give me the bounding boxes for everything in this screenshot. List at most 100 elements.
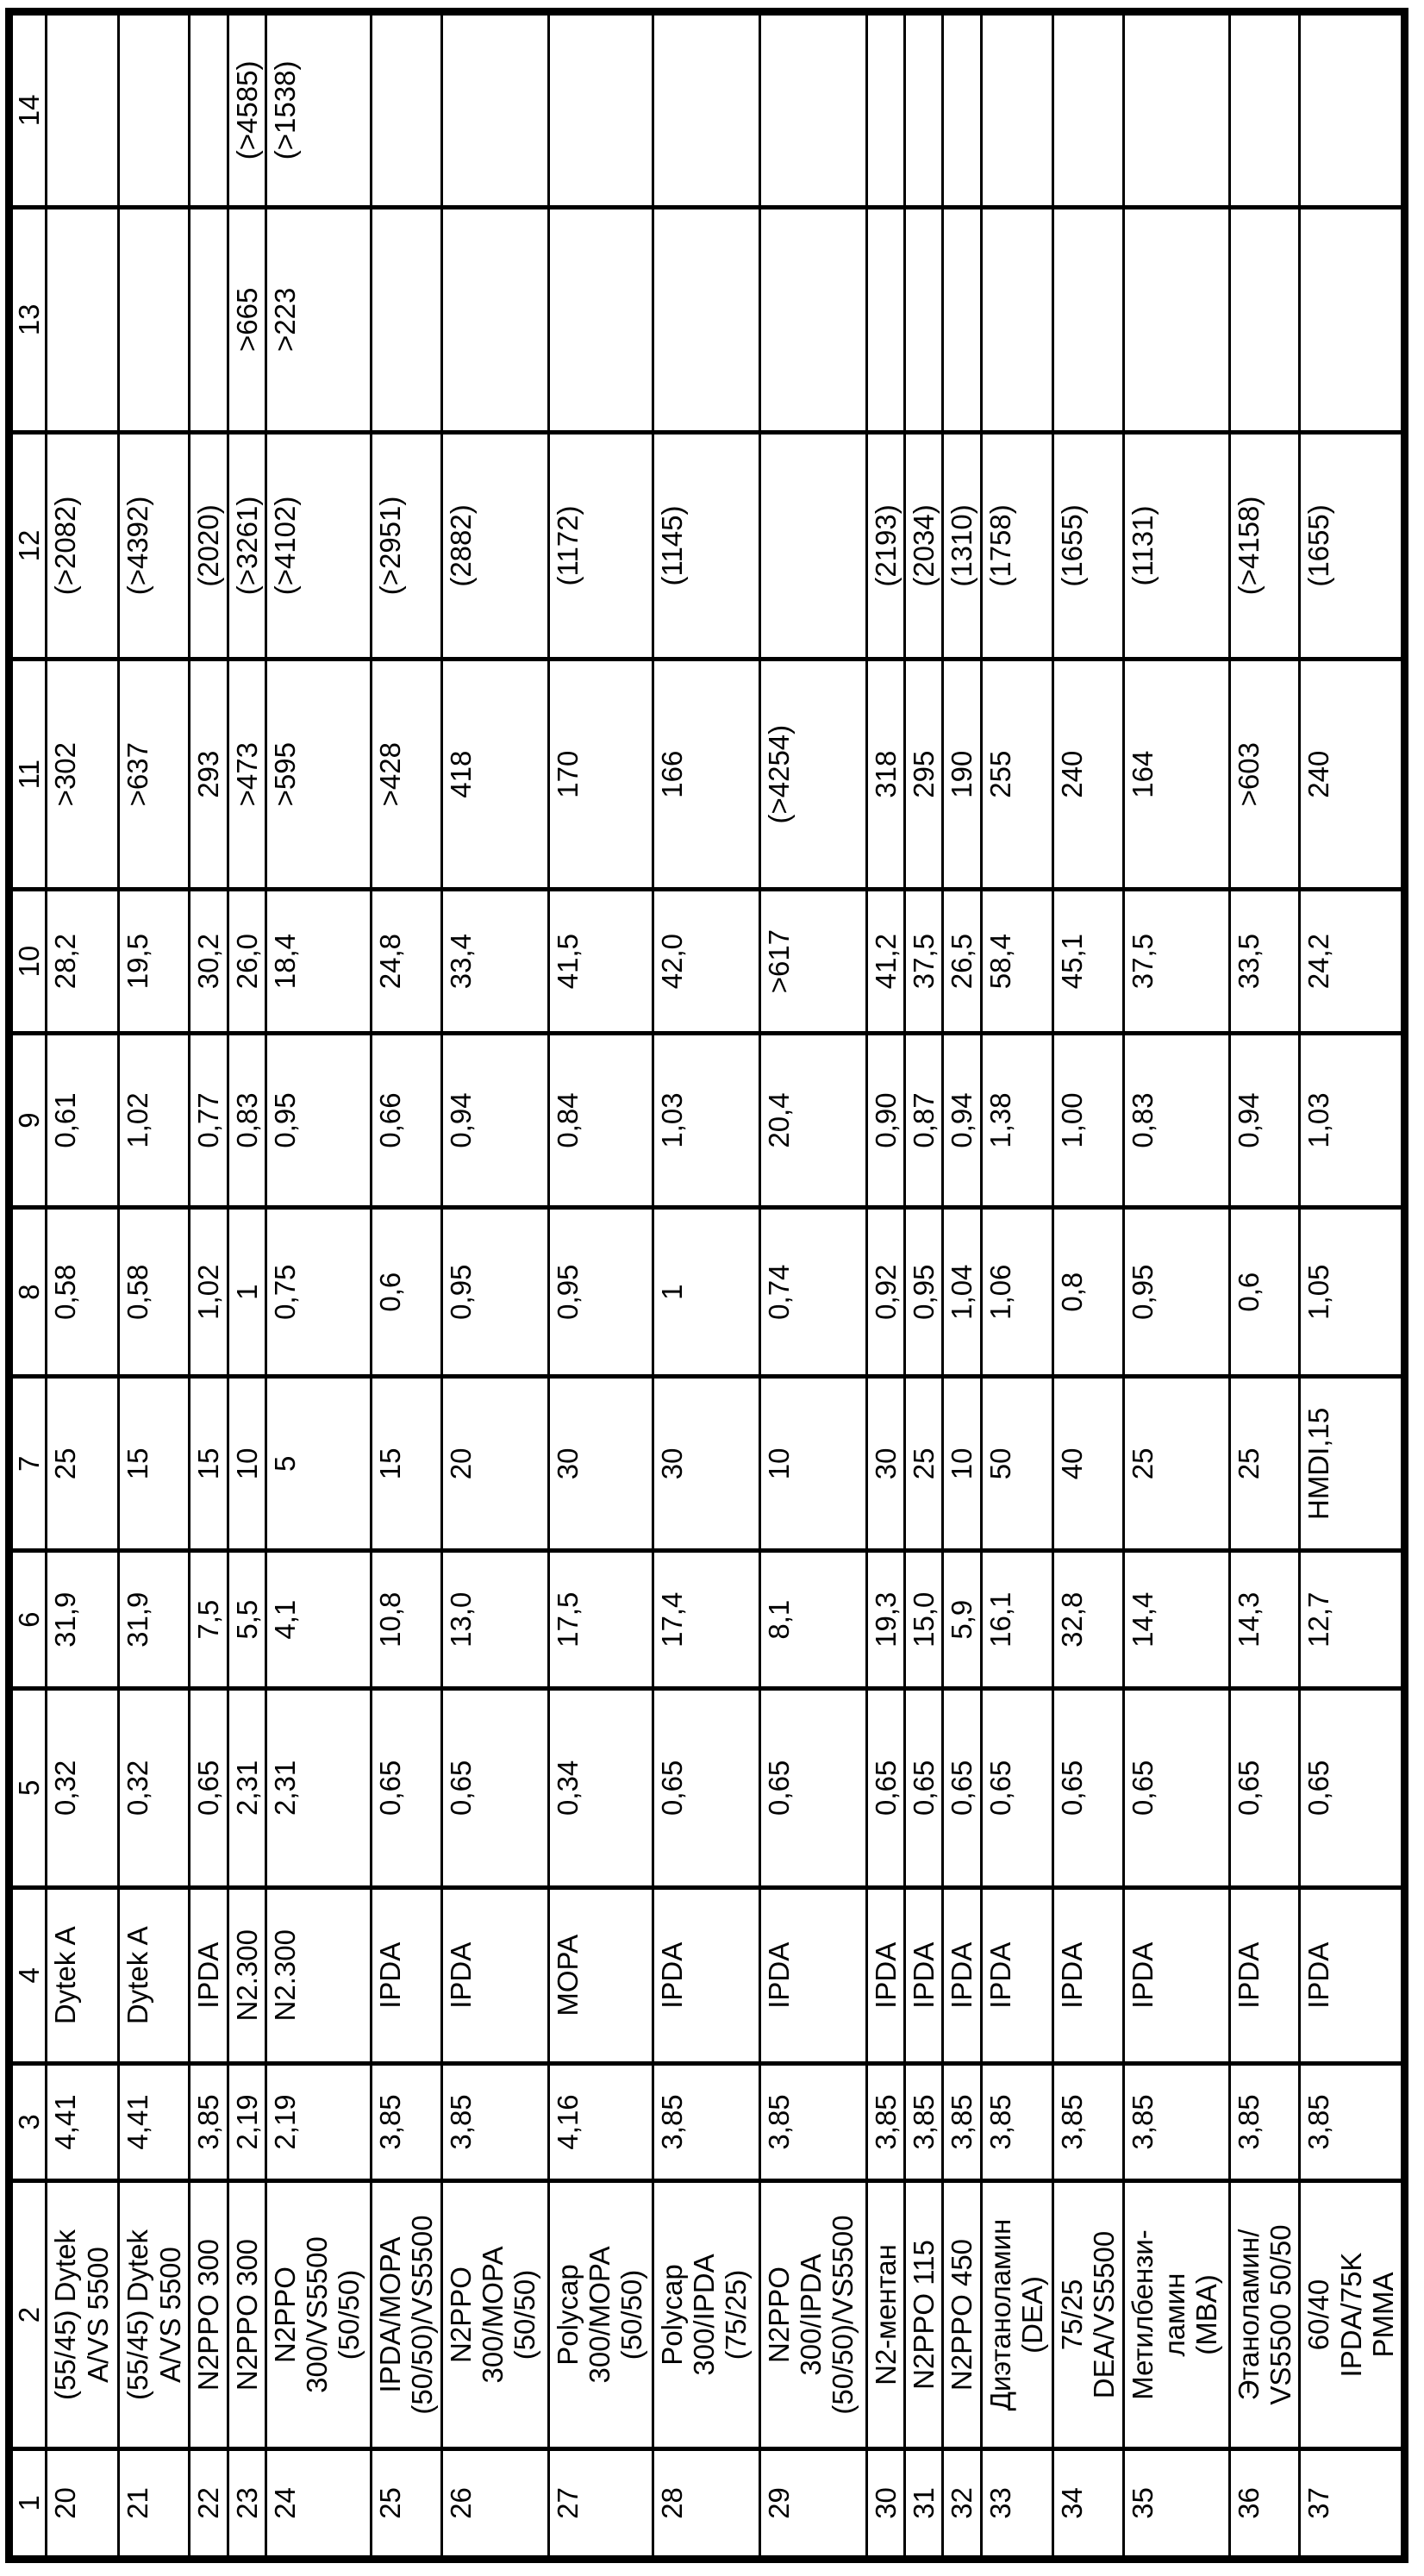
cell-row26-col13 — [441, 207, 549, 433]
cell-row30-col6: 19,3 — [866, 1550, 905, 1689]
table-body: 20 (55/45) Dytek A/VS 5500 4,41 Dytek A 0,32… — [46, 11, 1405, 2560]
cell-row36-col14 — [1229, 11, 1300, 208]
cell-row35-col4: IPDA — [1123, 1887, 1230, 2064]
cell-row23-col14: (>4585) — [228, 11, 266, 208]
cell-row23-col8: 1 — [228, 1207, 266, 1377]
table-row-32: 32 N2PPO 450 3,85 IPDA 0,65 5,9 10 1,04 0,94 26,5… — [942, 11, 982, 2560]
cell-row21-col12: (>4392) — [118, 432, 190, 660]
cell-row30-col14 — [866, 11, 905, 208]
cell-row28-col10: 42,0 — [653, 889, 760, 1034]
table-row-21: 21 (55/45) Dytek A/VS 5500 4,41 Dytek A 0,32… — [118, 11, 190, 2560]
cell-row35-col13 — [1123, 207, 1230, 433]
cell-row24-col8: 0,75 — [265, 1207, 372, 1377]
cell-row27-col4: MOPA — [548, 1887, 653, 2064]
cell-row24-col4: N2.300 — [265, 1887, 372, 2064]
cell-row20-col4: Dytek A — [46, 1887, 119, 2064]
column-header-8: 8 — [9, 1207, 47, 1377]
cell-row36-col10: 33,5 — [1229, 889, 1300, 1034]
cell-row20-col12: (>2082) — [46, 432, 119, 660]
column-header-row: 1 2 3 4 5 6 7 8 9 10 11 12 13 14 — [9, 11, 47, 2560]
cell-row34-col6: 32,8 — [1052, 1550, 1124, 1689]
cell-row33-col8: 1,06 — [981, 1207, 1053, 1377]
cell-row28-col8: 1 — [653, 1207, 760, 1377]
table-row-29: 29 N2PPO 300/IPDA (50/50)/VS5500 3,85 IPDA 0… — [759, 11, 867, 2560]
cell-row36-col9: 0,94 — [1229, 1033, 1300, 1208]
cell-row28-col6: 17,4 — [653, 1550, 760, 1689]
cell-row33-col7: 50 — [981, 1376, 1053, 1551]
cell-row20-col14 — [46, 11, 119, 208]
table-row-28: 28 Polycap 300/IPDA (75/25) 3,85 IPDA 0,65 17… — [653, 11, 760, 2560]
column-header-12: 12 — [9, 432, 47, 660]
cell-row22-col1: 22 — [189, 2448, 228, 2560]
cell-row26-col2: N2PPO 300/MOPA (50/50) — [441, 2180, 549, 2449]
cell-row30-col4: IPDA — [866, 1887, 905, 2064]
table-row-34: 34 75/25 DEA/VS5500 3,85 IPDA 0,65 32,8 40 0,8 1… — [1052, 11, 1124, 2560]
cell-row25-col9: 0,66 — [371, 1033, 442, 1208]
cell-row23-col5: 2,31 — [228, 1688, 266, 1888]
cell-row29-col6: 8,1 — [759, 1550, 867, 1689]
column-header-7: 7 — [9, 1376, 47, 1551]
cell-row30-col8: 0,92 — [866, 1207, 905, 1377]
table-row-27: 27 Polycap 300/MOPA (50/50) 4,16 MOPA 0,34 17… — [548, 11, 653, 2560]
cell-row35-col9: 0,83 — [1123, 1033, 1230, 1208]
cell-row20-col10: 28,2 — [46, 889, 119, 1034]
cell-row34-col8: 0,8 — [1052, 1207, 1124, 1377]
column-header-4: 4 — [9, 1887, 47, 2064]
cell-row24-col9: 0,95 — [265, 1033, 372, 1208]
cell-row29-col5: 0,65 — [759, 1688, 867, 1888]
cell-row34-col4: IPDA — [1052, 1887, 1124, 2064]
table-row-26: 26 N2PPO 300/MOPA (50/50) 3,85 IPDA 0,65 13,0… — [441, 11, 549, 2560]
cell-row29-col1: 29 — [759, 2448, 867, 2560]
results-table: 1 2 3 4 5 6 7 8 9 10 11 12 13 14 20 (55/45) Dytek A/VS… — [5, 8, 1409, 2563]
cell-row22-col7: 15 — [189, 1376, 228, 1551]
cell-row28-col7: 30 — [653, 1376, 760, 1551]
cell-row25-col6: 10,8 — [371, 1550, 442, 1689]
cell-row36-col2: Этаноламин/ VS5500 50/50 — [1229, 2180, 1300, 2449]
cell-row25-col4: IPDA — [371, 1887, 442, 2064]
cell-row21-col2: (55/45) Dytek A/VS 5500 — [118, 2180, 190, 2449]
cell-row26-col11: 418 — [441, 659, 549, 890]
cell-row26-col14 — [441, 11, 549, 208]
cell-row21-col11: >637 — [118, 659, 190, 890]
cell-row35-col1: 35 — [1123, 2448, 1230, 2560]
cell-row35-col2: Метилбензи- ламин (MBA) — [1123, 2180, 1230, 2449]
cell-row35-col10: 37,5 — [1123, 889, 1230, 1034]
cell-row20-col13 — [46, 207, 119, 433]
cell-row23-col3: 2,19 — [228, 2063, 266, 2181]
cell-row31-col9: 0,87 — [904, 1033, 943, 1208]
cell-row21-col6: 31,9 — [118, 1550, 190, 1689]
cell-row26-col1: 26 — [441, 2448, 549, 2560]
cell-row35-col14 — [1123, 11, 1230, 208]
cell-row27-col14 — [548, 11, 653, 208]
cell-row20-col3: 4,41 — [46, 2063, 119, 2181]
cell-row29-col13 — [759, 207, 867, 433]
cell-row30-col10: 41,2 — [866, 889, 905, 1034]
cell-row31-col4: IPDA — [904, 1887, 943, 2064]
cell-row35-col12: (1131) — [1123, 432, 1230, 660]
cell-row33-col3: 3,85 — [981, 2063, 1053, 2181]
cell-row37-col9: 1,03 — [1299, 1033, 1405, 1208]
cell-row36-col11: >603 — [1229, 659, 1300, 890]
cell-row23-col2: N2PPO 300 — [228, 2180, 266, 2449]
cell-row37-col12: (1655) — [1299, 432, 1405, 660]
cell-row26-col3: 3,85 — [441, 2063, 549, 2181]
cell-row31-col1: 31 — [904, 2448, 943, 2560]
cell-row37-col11: 240 — [1299, 659, 1405, 890]
cell-row35-col5: 0,65 — [1123, 1688, 1230, 1888]
cell-row36-col12: (>4158) — [1229, 432, 1300, 660]
cell-row37-col10: 24,2 — [1299, 889, 1405, 1034]
cell-row22-col5: 0,65 — [189, 1688, 228, 1888]
cell-row23-col11: >473 — [228, 659, 266, 890]
cell-row30-col13 — [866, 207, 905, 433]
table-row-37: 37 60/40 IPDA/75K PMMA 3,85 IPDA 0,65 12,7 HMD… — [1299, 11, 1405, 2560]
cell-row28-col2: Polycap 300/IPDA (75/25) — [653, 2180, 760, 2449]
cell-row30-col2: N2-ментан — [866, 2180, 905, 2449]
cell-row25-col10: 24,8 — [371, 889, 442, 1034]
cell-row25-col11: >428 — [371, 659, 442, 890]
cell-row35-col3: 3,85 — [1123, 2063, 1230, 2181]
cell-row33-col12: (1758) — [981, 432, 1053, 660]
cell-row37-col2: 60/40 IPDA/75K PMMA — [1299, 2180, 1405, 2449]
cell-row36-col5: 0,65 — [1229, 1688, 1300, 1888]
table-row-31: 31 N2PPO 115 3,85 IPDA 0,65 15,0 25 0,95 0,87 37,… — [904, 11, 943, 2560]
